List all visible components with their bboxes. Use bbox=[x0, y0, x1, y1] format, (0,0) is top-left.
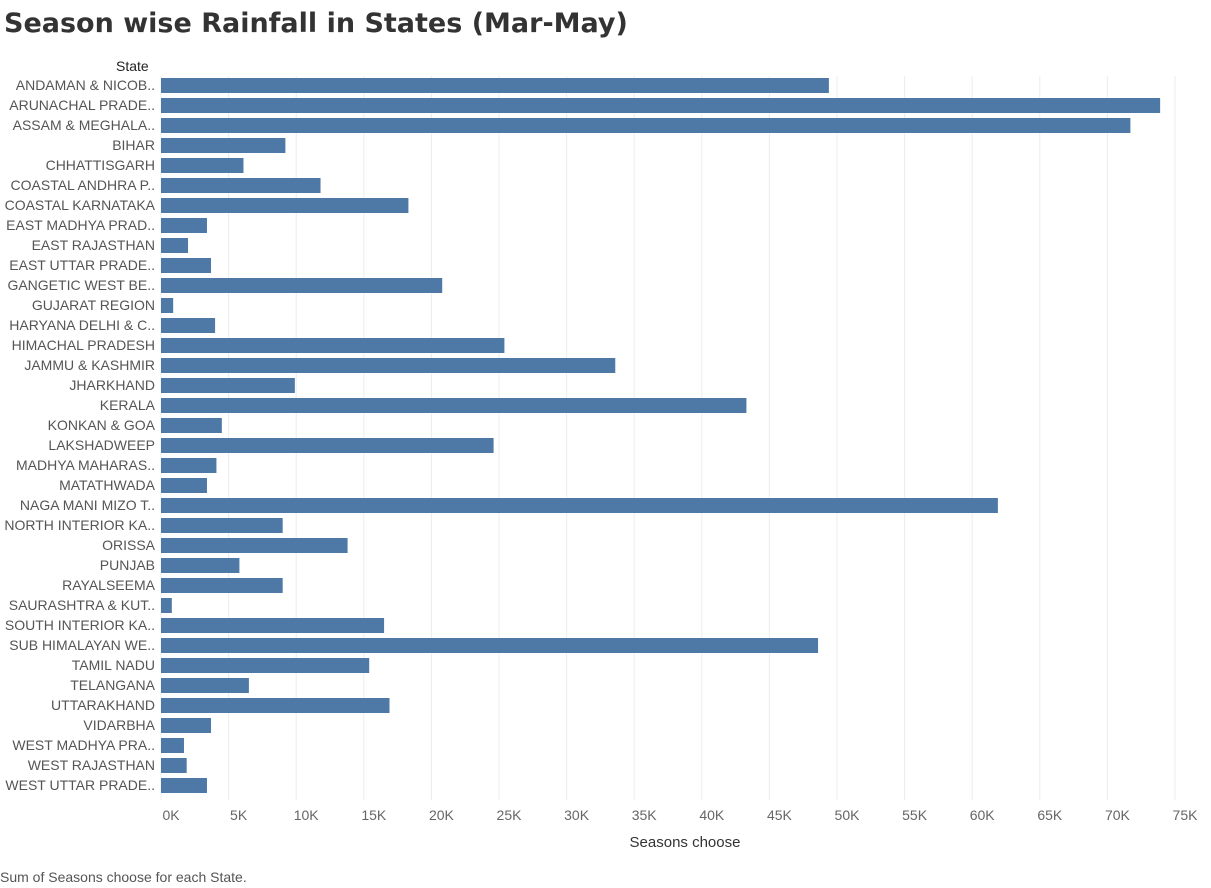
category-label: WEST RAJASTHAN bbox=[28, 757, 155, 773]
x-tick-label: 25K bbox=[497, 807, 523, 823]
category-label: PUNJAB bbox=[100, 557, 155, 573]
bar[interactable] bbox=[161, 558, 240, 573]
bar[interactable] bbox=[161, 698, 390, 713]
category-label: WEST MADHYA PRA.. bbox=[12, 737, 155, 753]
x-tick-label: 75K bbox=[1173, 807, 1199, 823]
category-label: JHARKHAND bbox=[69, 377, 155, 393]
bar[interactable] bbox=[161, 638, 819, 653]
x-tick-label: 50K bbox=[835, 807, 861, 823]
bar[interactable] bbox=[161, 778, 207, 793]
category-labels: ANDAMAN & NICOB.. ARUNACHAL PRADE.. ASSAM … bbox=[4, 77, 155, 793]
bar[interactable] bbox=[161, 478, 207, 493]
category-label: MATATHWADA bbox=[59, 477, 156, 493]
category-label: GUJARAT REGION bbox=[32, 297, 155, 313]
category-label: RAYALSEEMA bbox=[62, 577, 156, 593]
bar[interactable] bbox=[161, 618, 385, 633]
bar[interactable] bbox=[161, 718, 212, 733]
category-label: EAST UTTAR PRADE.. bbox=[9, 257, 155, 273]
bar[interactable] bbox=[161, 298, 174, 313]
bar[interactable] bbox=[161, 458, 217, 473]
bar[interactable] bbox=[161, 538, 348, 553]
category-label: NAGA MANI MIZO T.. bbox=[20, 497, 155, 513]
bar[interactable] bbox=[161, 238, 189, 253]
category-label: KERALA bbox=[100, 397, 156, 413]
row-header[interactable]: State bbox=[116, 58, 149, 74]
chart-title: Season wise Rainfall in States (Mar-May) bbox=[4, 8, 628, 39]
bar[interactable] bbox=[161, 178, 321, 193]
bar[interactable] bbox=[161, 198, 409, 213]
category-label: UTTARAKHAND bbox=[51, 697, 155, 713]
x-axis-ticks: 0K 5K 10K 15K 20K 25K 30K 35K 40K 45K 50K 55K 60K 65K… bbox=[162, 807, 1198, 823]
x-tick-label: 0K bbox=[162, 807, 180, 823]
bar[interactable] bbox=[161, 658, 370, 673]
x-tick-label: 70K bbox=[1105, 807, 1131, 823]
bar[interactable] bbox=[161, 418, 222, 433]
x-tick-label: 45K bbox=[767, 807, 793, 823]
bar[interactable] bbox=[161, 338, 505, 353]
category-label: HIMACHAL PRADESH bbox=[12, 337, 155, 353]
bar[interactable] bbox=[161, 598, 172, 613]
x-tick-label: 20K bbox=[429, 807, 455, 823]
category-label: NORTH INTERIOR KA.. bbox=[4, 517, 155, 533]
category-label: JAMMU & KASHMIR bbox=[24, 357, 155, 373]
category-label: ORISSA bbox=[102, 537, 156, 553]
category-label: ARUNACHAL PRADE.. bbox=[9, 97, 155, 113]
bar[interactable] bbox=[161, 318, 216, 333]
category-label: GANGETIC WEST BE.. bbox=[7, 277, 155, 293]
category-label: HARYANA DELHI & C.. bbox=[9, 317, 155, 333]
x-tick-label: 65K bbox=[1037, 807, 1063, 823]
bar[interactable] bbox=[161, 98, 1161, 113]
x-axis-title: Seasons choose bbox=[630, 834, 741, 851]
bar[interactable] bbox=[161, 398, 747, 413]
category-label: EAST RAJASTHAN bbox=[32, 237, 155, 253]
category-label: ANDAMAN & NICOB.. bbox=[16, 77, 155, 93]
bars bbox=[161, 78, 1161, 793]
category-label: WEST UTTAR PRADE.. bbox=[5, 777, 155, 793]
footer-caption: Sum of Seasons choose for each State. bbox=[0, 869, 247, 885]
bar[interactable] bbox=[161, 518, 283, 533]
bar[interactable] bbox=[161, 578, 283, 593]
x-tick-label: 60K bbox=[970, 807, 996, 823]
bar[interactable] bbox=[161, 378, 295, 393]
bar[interactable] bbox=[161, 138, 286, 153]
category-label: SUB HIMALAYAN WE.. bbox=[9, 637, 155, 653]
bar[interactable] bbox=[161, 258, 212, 273]
bar[interactable] bbox=[161, 758, 187, 773]
bar[interactable] bbox=[161, 118, 1131, 133]
bar[interactable] bbox=[161, 278, 443, 293]
category-label: TELANGANA bbox=[70, 677, 155, 693]
category-label: EAST MADHYA PRAD.. bbox=[6, 217, 155, 233]
x-tick-label: 10K bbox=[294, 807, 320, 823]
x-tick-label: 40K bbox=[699, 807, 725, 823]
category-label: MADHYA MAHARAS.. bbox=[16, 457, 155, 473]
category-label: KONKAN & GOA bbox=[48, 417, 156, 433]
bar[interactable] bbox=[161, 738, 184, 753]
bar[interactable] bbox=[161, 498, 998, 513]
bar[interactable] bbox=[161, 218, 207, 233]
x-tick-label: 35K bbox=[632, 807, 658, 823]
category-label: VIDARBHA bbox=[83, 717, 155, 733]
bar[interactable] bbox=[161, 358, 616, 373]
bar[interactable] bbox=[161, 158, 244, 173]
bar[interactable] bbox=[161, 438, 494, 453]
category-label: COASTAL ANDHRA P.. bbox=[11, 177, 155, 193]
category-label: SAURASHTRA & KUT.. bbox=[9, 597, 155, 613]
category-label: COASTAL KARNATAKA bbox=[5, 197, 156, 213]
category-label: LAKSHADWEEP bbox=[48, 437, 155, 453]
category-label: BIHAR bbox=[112, 137, 155, 153]
x-tick-label: 30K bbox=[564, 807, 590, 823]
category-label: TAMIL NADU bbox=[72, 657, 155, 673]
bar[interactable] bbox=[161, 78, 829, 93]
category-label: ASSAM & MEGHALA.. bbox=[13, 117, 155, 133]
x-tick-label: 55K bbox=[902, 807, 928, 823]
category-label: CHHATTISGARH bbox=[46, 157, 155, 173]
category-label: SOUTH INTERIOR KA.. bbox=[5, 617, 155, 633]
x-tick-label: 5K bbox=[230, 807, 248, 823]
x-tick-label: 15K bbox=[361, 807, 387, 823]
bar[interactable] bbox=[161, 678, 249, 693]
